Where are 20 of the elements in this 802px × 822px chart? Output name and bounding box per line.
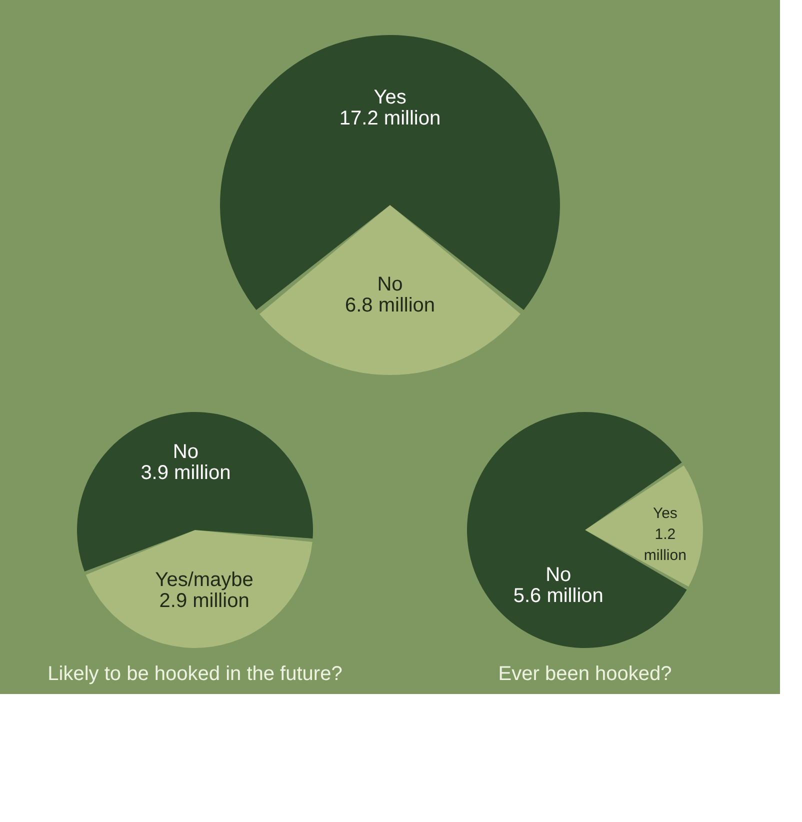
slice-label: Yes <box>652 504 678 522</box>
pie-slice <box>467 412 687 648</box>
data-label: 6.8 million <box>344 294 436 316</box>
slice-label: Yes <box>374 86 406 108</box>
data-label: 17.2 million <box>339 108 441 130</box>
pie-slice <box>77 412 313 572</box>
slice-label: No <box>377 274 403 296</box>
pie-slice <box>260 205 520 375</box>
data-label: 2.9 million <box>159 590 250 612</box>
pie-slice <box>220 35 560 310</box>
data-label: 5.6 million <box>513 585 604 608</box>
pie-slice <box>86 530 312 648</box>
text: Ever been hooked? <box>498 663 672 685</box>
pie-slice <box>585 465 703 587</box>
text: Likely to be hooked in the future? <box>48 663 342 685</box>
slice-label: Yes/maybe <box>155 569 254 592</box>
data-label: 1.2 million <box>644 526 686 564</box>
slice-label: No <box>546 564 572 586</box>
data-label: 3.9 million <box>140 462 231 484</box>
slice-label: No <box>172 440 198 463</box>
